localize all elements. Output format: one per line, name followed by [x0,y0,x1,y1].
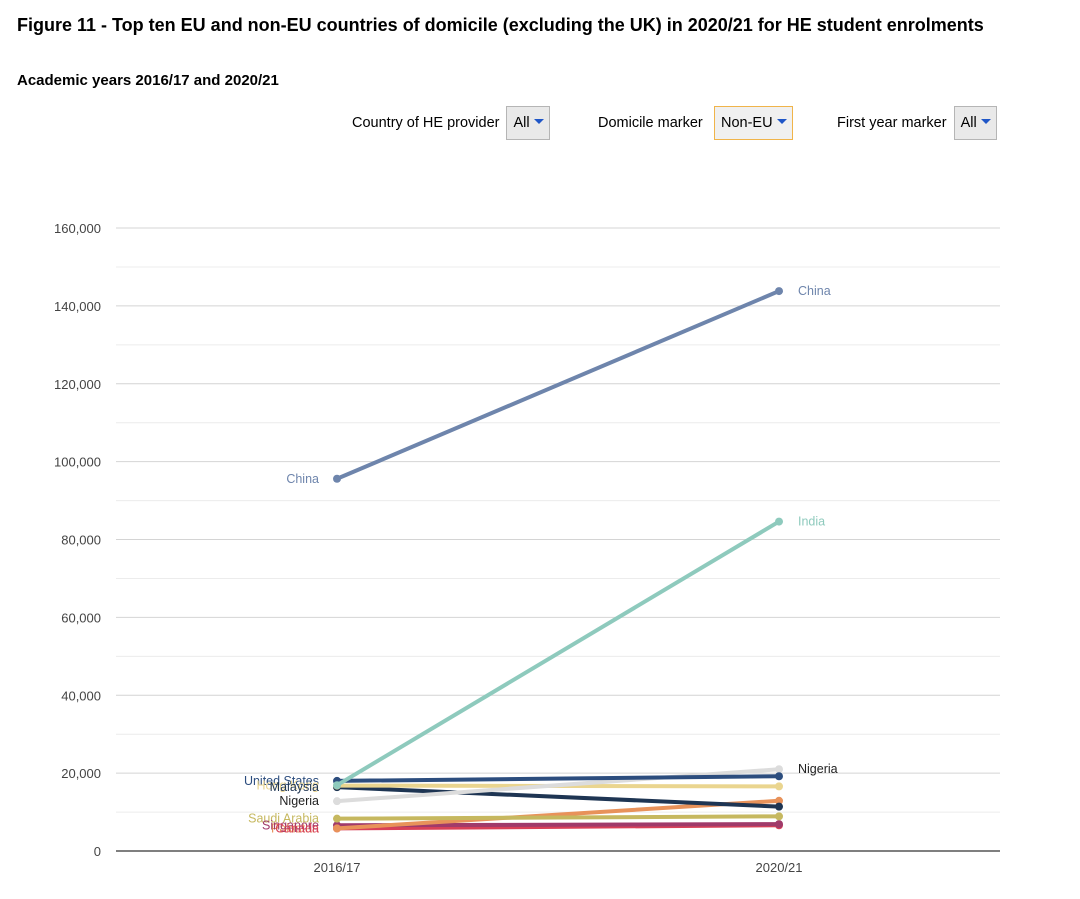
data-point-malaysia-end [775,802,783,811]
y-tick-label: 20,000 [61,766,101,781]
series-line-china [335,289,781,481]
domicile-filter: Domicile marker Non-EU [598,106,793,140]
first-year-filter-label: First year marker [837,115,947,131]
series-line-malaysia [335,785,781,809]
data-point-saudi-arabia-end [775,812,783,821]
chart-subtitle: Academic years 2016/17 and 2020/21 [17,72,279,89]
domicile-dropdown-value: Non-EU [721,115,773,131]
series-line-united-states [335,774,781,783]
provider-filter-label: Country of HE provider [352,115,500,131]
provider-dropdown-value: All [513,115,530,131]
caret-down-icon [980,118,991,124]
x-tick-label: 2016/17 [314,860,361,875]
data-point-nigeria-start [333,797,341,806]
data-point-saudi-arabia-start [333,814,341,823]
data-point-china-end [775,287,783,296]
data-point-india-end [775,517,783,526]
series-label-start-singapore: Singapore [262,818,319,832]
y-tick-label: 160,000 [54,221,101,236]
series-line-nigeria [335,767,781,804]
series-label-start-nigeria: Nigeria [279,794,319,808]
x-tick-label: 2020/21 [756,860,803,875]
y-tick-label: 100,000 [54,455,101,470]
y-tick-label: 80,000 [61,533,101,548]
series-line-saudi-arabia [335,814,781,821]
chart-title: Figure 11 - Top ten EU and non-EU countr… [17,15,984,35]
y-tick-label: 60,000 [61,610,101,625]
caret-down-icon [776,118,787,124]
series-line-pakistan [335,798,781,831]
data-point-pakistan-start [333,824,341,833]
series-label-start-hong-kong: Hong Kong [256,779,319,793]
first-year-dropdown[interactable]: All [953,106,997,140]
series-label-start-saudi-arabia: Saudi Arabia [248,812,319,826]
caret-down-icon [533,118,544,124]
series-label-start-malaysia: Malaysia [270,780,319,794]
series-label-end-china: China [798,284,831,298]
series-label-start-china: China [286,472,319,486]
y-tick-label: 120,000 [54,377,101,392]
provider-dropdown[interactable]: All [506,106,550,140]
series-label-start-pakistan: Pakistan [271,821,319,835]
y-tick-label: 0 [94,844,101,859]
series-label-end-nigeria: Nigeria [798,762,838,776]
series-line-india [335,519,781,788]
data-point-india-start [333,781,341,790]
data-point-nigeria-end [775,765,783,774]
provider-filter: Country of HE provider All [352,106,550,140]
first-year-dropdown-value: All [960,115,977,131]
y-tick-label: 40,000 [61,688,101,703]
data-point-singapore-end [775,820,783,829]
first-year-filter: First year marker All [837,106,997,140]
domicile-filter-label: Domicile marker [598,115,703,131]
data-point-hong-kong-end [775,782,783,791]
y-tick-label: 140,000 [54,299,101,314]
series-label-start-united-states: United States [244,774,319,788]
series-label-end-india: India [798,515,825,529]
data-point-united-states-end [775,772,783,781]
series-label-start-canada: Canada [275,821,319,835]
domicile-dropdown[interactable]: Non-EU [714,106,793,140]
data-point-china-start [333,474,341,483]
data-point-pakistan-end [775,796,783,805]
